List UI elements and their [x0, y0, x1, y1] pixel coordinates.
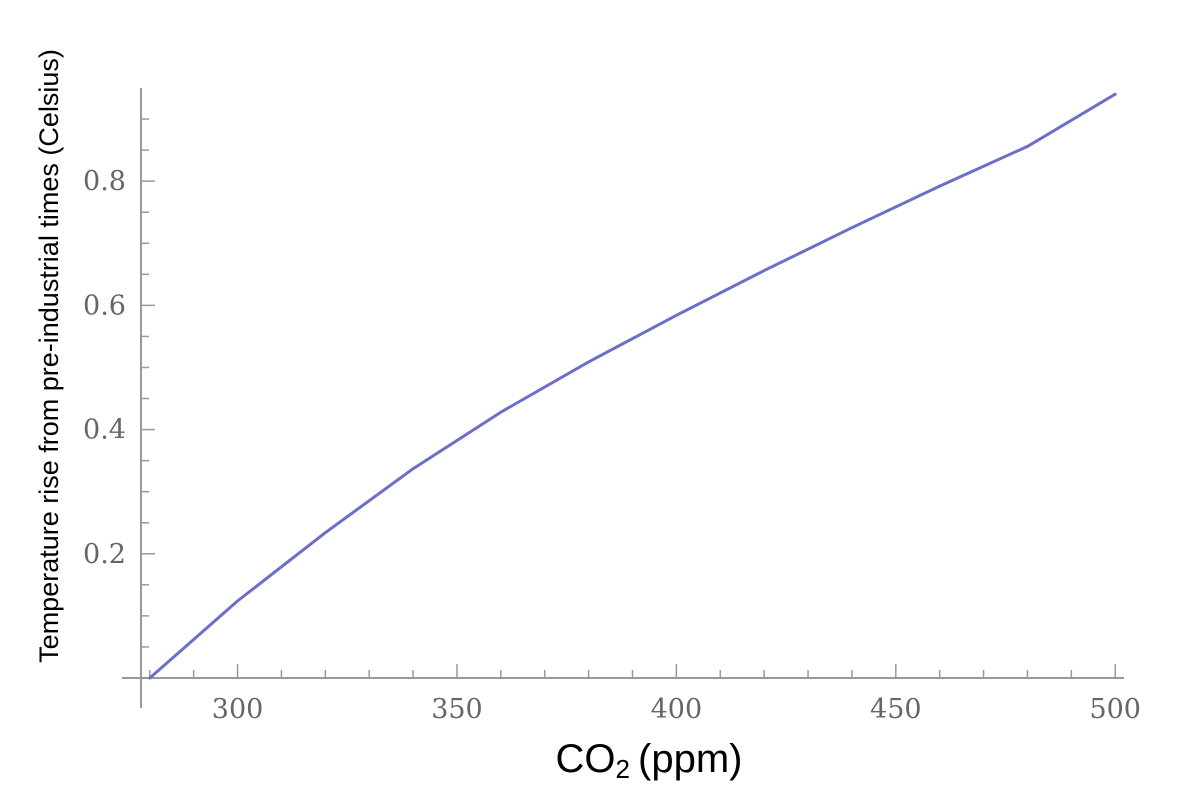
ticks — [141, 118, 1116, 678]
y-tick-label: 0.6 — [83, 290, 126, 321]
y-tick-label: 0.4 — [83, 415, 126, 446]
x-axis-title: CO2 (ppm) — [556, 737, 743, 784]
x-axis-title-unit: (ppm) — [638, 737, 742, 781]
axes — [122, 88, 1124, 708]
y-axis-title: Temperature rise from pre-industrial tim… — [34, 49, 64, 663]
x-tick-label: 350 — [431, 694, 483, 725]
tick-labels: 300 350 400 450 500 0.2 0.4 0.6 0.8 — [83, 166, 1141, 725]
y-tick-label: 0.2 — [83, 539, 126, 570]
x-tick-label: 400 — [651, 694, 703, 725]
x-axis-title-main: CO — [556, 737, 616, 781]
x-tick-label: 450 — [870, 694, 922, 725]
x-axis-title-subscript: 2 — [616, 754, 630, 784]
series-line — [148, 92, 1117, 680]
series-layer — [148, 92, 1117, 680]
x-tick-label: 500 — [1089, 694, 1141, 725]
x-tick-label: 300 — [212, 694, 264, 725]
y-tick-label: 0.8 — [83, 166, 126, 197]
